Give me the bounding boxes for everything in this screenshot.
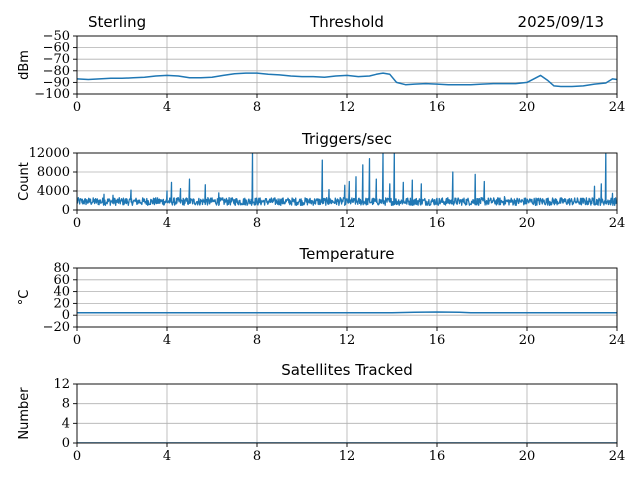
temperature-xtick-label: 24 bbox=[609, 333, 626, 348]
threshold-ytick-label: −100 bbox=[34, 87, 70, 102]
threshold-line bbox=[77, 72, 617, 88]
temperature-ytick-label: 40 bbox=[53, 285, 70, 300]
triggers-xtick-label: 0 bbox=[73, 216, 81, 231]
satellites-ytick-label: 8 bbox=[62, 397, 70, 412]
threshold-ylabel: dBm bbox=[17, 50, 32, 80]
triggers-line bbox=[77, 153, 617, 207]
satellites-xtick-label: 20 bbox=[519, 449, 536, 464]
temperature-ytick-label: 80 bbox=[53, 261, 70, 276]
threshold-ytick-label: −90 bbox=[43, 75, 70, 90]
triggers-xtick-label: 24 bbox=[609, 216, 626, 231]
satellites-ytick-label: 12 bbox=[53, 377, 70, 392]
threshold-xtick-label: 20 bbox=[519, 100, 536, 115]
threshold-series bbox=[77, 72, 617, 88]
station-name: Sterling bbox=[88, 13, 146, 31]
triggers-xtick-label: 4 bbox=[163, 216, 171, 231]
triggers-ytick-label: 0 bbox=[62, 203, 70, 218]
temperature-xtick-label: 0 bbox=[73, 333, 81, 348]
temperature-xtick-label: 16 bbox=[429, 333, 446, 348]
triggers-ylabel: Count bbox=[17, 162, 32, 201]
satellites-xtick-label: 8 bbox=[253, 449, 261, 464]
temperature-ytick-label: −20 bbox=[43, 320, 70, 335]
triggers-xtick-label: 20 bbox=[519, 216, 536, 231]
threshold-xtick-label: 16 bbox=[429, 100, 446, 115]
satellites-ylabel: Number bbox=[17, 387, 32, 440]
satellites-xtick-label: 0 bbox=[73, 449, 81, 464]
threshold-xtick-label: 0 bbox=[73, 100, 81, 115]
temperature-ytick-label: 60 bbox=[53, 273, 70, 288]
satellites-xtick-label: 16 bbox=[429, 449, 446, 464]
satellites-ytick-label: 4 bbox=[62, 416, 70, 431]
threshold-ytick-label: −70 bbox=[43, 52, 70, 67]
temperature-line bbox=[77, 311, 617, 314]
triggers-xtick-label: 16 bbox=[429, 216, 446, 231]
triggers-xtick-label: 12 bbox=[339, 216, 356, 231]
temperature-title: Temperature bbox=[298, 245, 394, 263]
temperature-xtick-label: 20 bbox=[519, 333, 536, 348]
panels: 0 4 8 12 16 20 24 −100−90−80−70−60−50 Threshold d… bbox=[17, 13, 625, 464]
satellites-xtick-label: 12 bbox=[339, 449, 356, 464]
triggers-ytick-label: 4000 bbox=[37, 184, 70, 199]
temperature-xtick-label: 8 bbox=[253, 333, 261, 348]
temperature-xtick-label: 4 bbox=[163, 333, 171, 348]
satellites-xtick-label: 4 bbox=[163, 449, 171, 464]
triggers-ytick-label: 12000 bbox=[29, 146, 70, 161]
triggers-panel: 0 4 8 12 16 20 24 0 4000 8000 12000 Triggers/sec Cou… bbox=[17, 130, 625, 231]
satellites-ytick-label: 0 bbox=[62, 436, 70, 451]
satellites-panel: 0 4 8 12 16 20 24 0 4 8 12 Satellites Tracked Number bbox=[17, 361, 625, 464]
triggers-title: Triggers/sec bbox=[301, 130, 392, 148]
threshold-panel: 0 4 8 12 16 20 24 −100−90−80−70−60−50 Threshold d… bbox=[17, 13, 625, 115]
threshold-xtick-label: 4 bbox=[163, 100, 171, 115]
triggers-xtick-label: 8 bbox=[253, 216, 261, 231]
threshold-xtick-label: 12 bbox=[339, 100, 356, 115]
threshold-ytick-label: −50 bbox=[43, 29, 70, 44]
threshold-ytick-label: −80 bbox=[43, 64, 70, 79]
satellites-title: Satellites Tracked bbox=[281, 361, 412, 379]
temperature-xtick-label: 12 bbox=[339, 333, 356, 348]
threshold-xtick-label: 8 bbox=[253, 100, 261, 115]
triggers-series bbox=[77, 153, 617, 207]
temperature-series bbox=[77, 311, 617, 314]
report-date: 2025/09/13 bbox=[518, 13, 604, 31]
threshold-title: Threshold bbox=[309, 13, 384, 31]
temperature-ytick-label: 20 bbox=[53, 296, 70, 311]
threshold-xtick-label: 24 bbox=[609, 100, 626, 115]
temperature-ylabel: °C bbox=[17, 290, 32, 306]
threshold-ytick-label: −60 bbox=[43, 41, 70, 56]
triggers-ytick-label: 8000 bbox=[37, 165, 70, 180]
temperature-ytick-label: 0 bbox=[62, 308, 70, 323]
satellites-xtick-label: 24 bbox=[609, 449, 626, 464]
